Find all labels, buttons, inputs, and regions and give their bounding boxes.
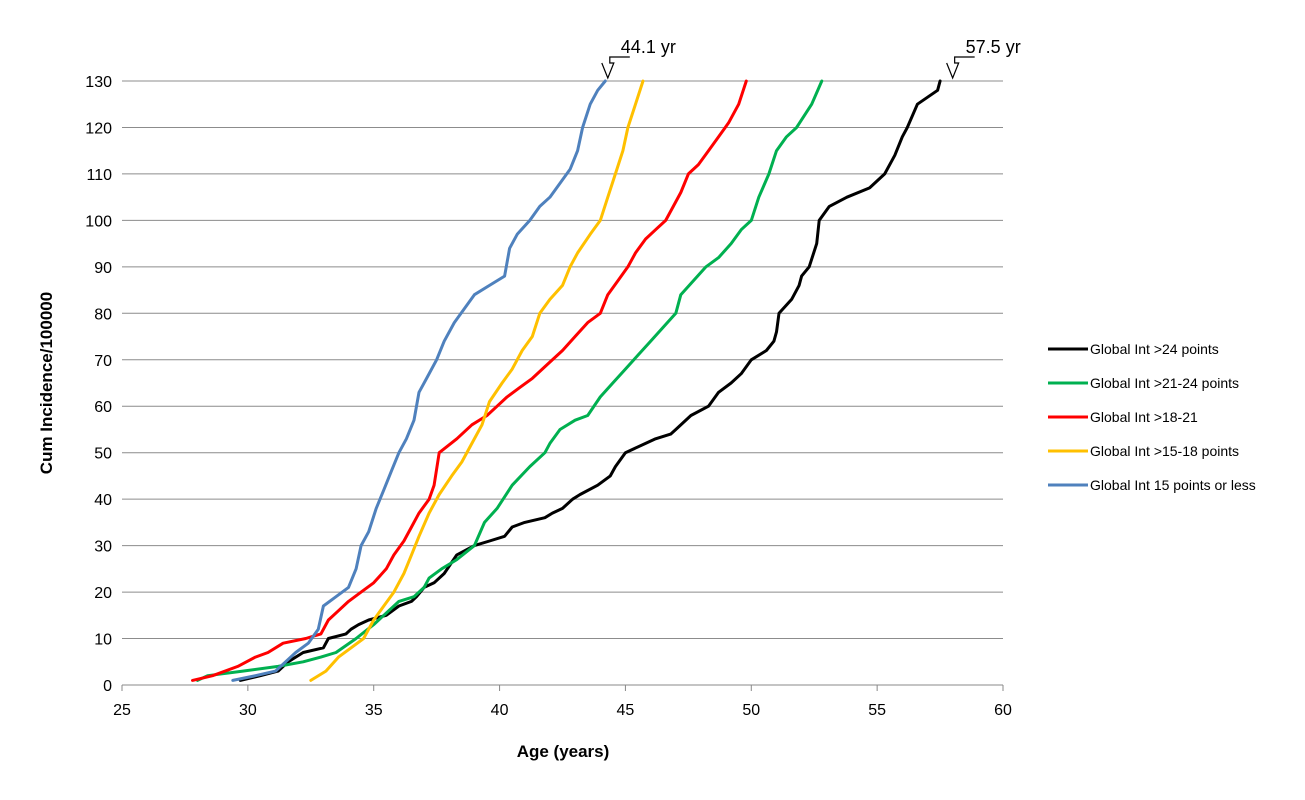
- y-axis-title: Cum Incidence/100000: [37, 292, 56, 474]
- annotation-label: 57.5 yr: [966, 37, 1021, 57]
- x-tick-label: 50: [742, 702, 760, 719]
- x-axis-title: Age (years): [517, 742, 610, 761]
- series-lines: [191, 79, 942, 682]
- series-line-2: [191, 79, 748, 682]
- y-tick-label: 90: [94, 260, 112, 277]
- y-tick-labels: 0 10 20 30 40 50 60 70 80 90 100 110 120 130: [85, 74, 112, 695]
- series-line-4: [231, 79, 607, 682]
- y-tick-label: 20: [94, 585, 112, 602]
- legend-item-3: Global Int >15-18 points: [1048, 443, 1239, 459]
- x-tick-labels: 25 30 35 40 45 50 55 60: [113, 702, 1012, 719]
- gridlines: [122, 80, 1003, 640]
- y-tick-label: 110: [86, 167, 112, 184]
- x-tick-label: 30: [239, 702, 257, 719]
- legend-item-4: Global Int 15 points or less: [1048, 477, 1256, 493]
- legend-label: Global Int >18-21: [1090, 409, 1198, 425]
- y-tick-label: 80: [94, 306, 112, 323]
- y-tick-label: 120: [85, 120, 112, 137]
- x-tick-label: 25: [113, 702, 131, 719]
- annotations: 44.1 yr 57.5 yr: [601, 37, 1021, 80]
- y-tick-label: 100: [85, 213, 112, 230]
- legend-label: Global Int >15-18 points: [1090, 443, 1239, 459]
- axes: [121, 684, 1004, 691]
- series-line-1: [196, 79, 824, 682]
- legend-label: Global Int >24 points: [1090, 341, 1219, 357]
- legend-label: Global Int 15 points or less: [1090, 477, 1256, 493]
- y-tick-label: 130: [85, 74, 112, 91]
- y-tick-label: 50: [94, 446, 112, 463]
- series-line-3: [309, 79, 645, 682]
- legend-item-2: Global Int >18-21: [1048, 409, 1198, 425]
- x-tick-label: 35: [365, 702, 383, 719]
- y-tick-label: 0: [103, 678, 112, 695]
- x-tick-label: 60: [994, 702, 1012, 719]
- x-tick-label: 45: [617, 702, 635, 719]
- annotation-arrow: [946, 56, 975, 80]
- annotation-1: 57.5 yr: [946, 37, 1021, 80]
- x-tick-label: 40: [491, 702, 509, 719]
- y-tick-label: 70: [94, 353, 112, 370]
- annotation-label: 44.1 yr: [621, 37, 676, 57]
- x-tick-label: 55: [868, 702, 886, 719]
- annotation-arrow: [601, 56, 630, 80]
- legend-item-1: Global Int >21-24 points: [1048, 375, 1239, 391]
- y-tick-label: 60: [94, 399, 112, 416]
- y-tick-label: 30: [94, 539, 112, 556]
- y-tick-label: 40: [94, 492, 112, 509]
- y-tick-label: 10: [94, 632, 112, 649]
- annotation-0: 44.1 yr: [601, 37, 676, 80]
- legend-item-0: Global Int >24 points: [1048, 341, 1219, 357]
- legend-label: Global Int >21-24 points: [1090, 375, 1239, 391]
- legend: Global Int >24 points Global Int >21-24 p…: [1048, 341, 1256, 493]
